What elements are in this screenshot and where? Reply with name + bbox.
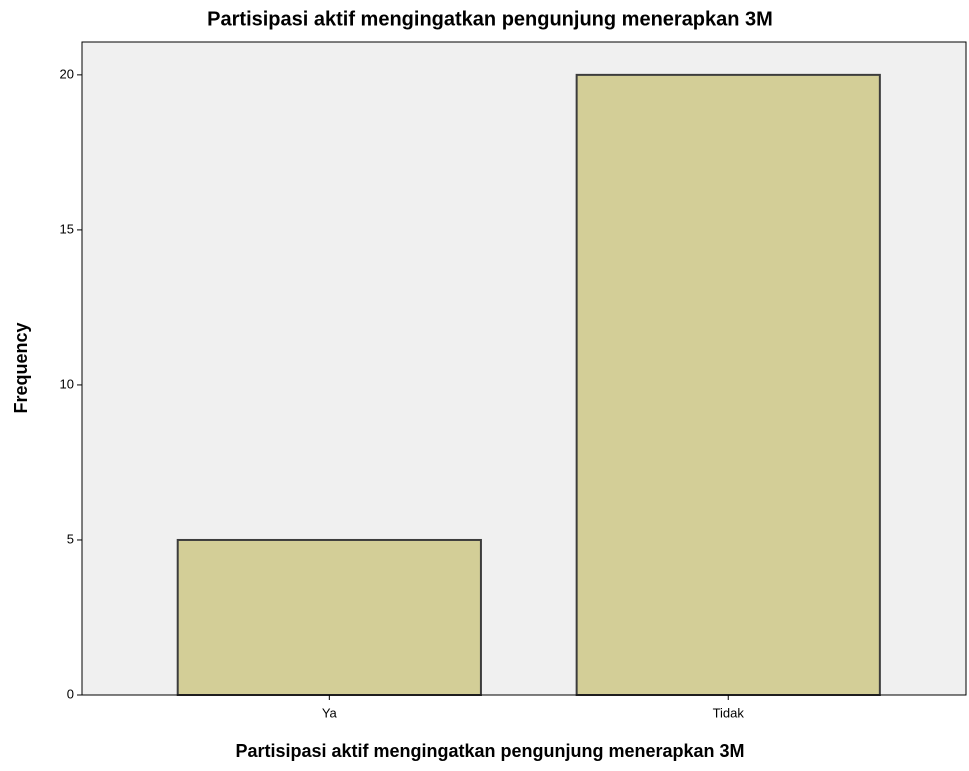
y-axis-title: Frequency: [11, 322, 31, 413]
bar: [575, 73, 881, 696]
chart-title: Partisipasi aktif mengingatkan pengunjun…: [207, 8, 773, 30]
x-tick-label: Tidak: [713, 705, 745, 720]
y-tick-label: 5: [67, 531, 74, 546]
bar: [176, 538, 482, 696]
x-tick-label: Ya: [322, 705, 338, 720]
x-axis-title: Partisipasi aktif mengingatkan pengunjun…: [235, 741, 744, 761]
y-tick-label: 10: [60, 376, 74, 391]
y-tick-label: 0: [67, 686, 74, 701]
y-tick-label: 20: [60, 66, 74, 81]
y-tick-label: 15: [60, 221, 74, 236]
